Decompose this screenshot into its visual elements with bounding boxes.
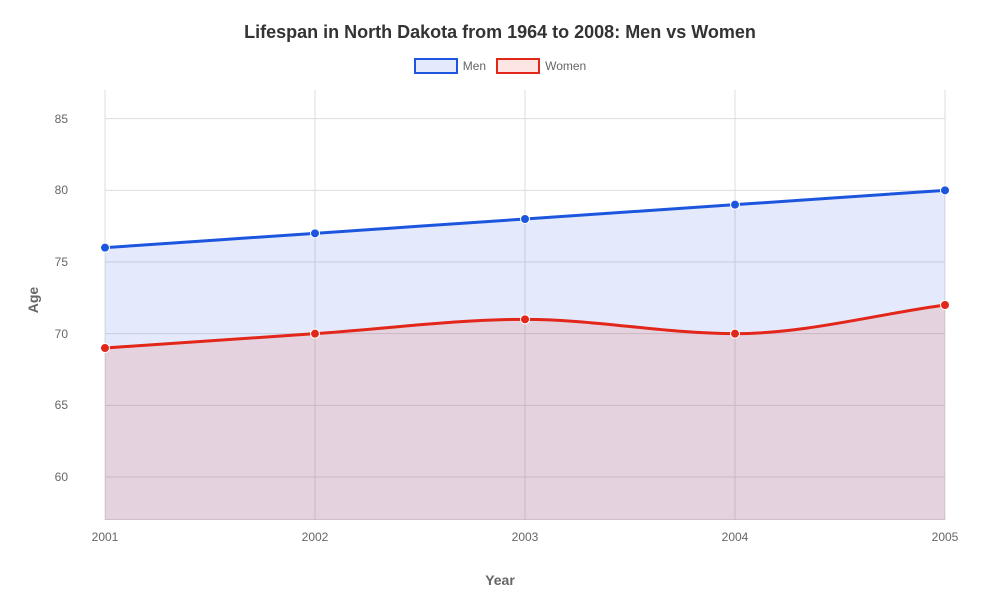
y-tick-85: 85 — [55, 112, 68, 126]
y-axis-label: Age — [25, 287, 41, 313]
chart-container: Lifespan in North Dakota from 1964 to 20… — [0, 0, 1000, 600]
x-axis-label: Year — [485, 572, 515, 588]
y-tick-65: 65 — [55, 398, 68, 412]
marker-women-0[interactable] — [101, 344, 110, 353]
legend-swatch-men — [414, 58, 458, 74]
legend-swatch-women — [496, 58, 540, 74]
legend-label-men: Men — [463, 59, 486, 73]
marker-women-3[interactable] — [731, 329, 740, 338]
marker-women-4[interactable] — [941, 301, 950, 310]
marker-men-4[interactable] — [941, 186, 950, 195]
x-tick-2002: 2002 — [302, 530, 329, 544]
y-tick-60: 60 — [55, 470, 68, 484]
legend-label-women: Women — [545, 59, 586, 73]
marker-women-1[interactable] — [311, 329, 320, 338]
marker-men-1[interactable] — [311, 229, 320, 238]
marker-men-0[interactable] — [101, 243, 110, 252]
x-tick-2001: 2001 — [92, 530, 119, 544]
y-tick-75: 75 — [55, 255, 68, 269]
legend-item-men[interactable]: Men — [414, 58, 486, 74]
marker-men-3[interactable] — [731, 200, 740, 209]
x-tick-2005: 2005 — [932, 530, 959, 544]
chart-plot — [75, 90, 975, 520]
legend: Men Women — [0, 58, 1000, 74]
chart-title: Lifespan in North Dakota from 1964 to 20… — [0, 22, 1000, 43]
x-tick-2003: 2003 — [512, 530, 539, 544]
marker-men-2[interactable] — [521, 215, 530, 224]
x-tick-2004: 2004 — [722, 530, 749, 544]
y-tick-70: 70 — [55, 327, 68, 341]
legend-item-women[interactable]: Women — [496, 58, 586, 74]
y-tick-80: 80 — [55, 183, 68, 197]
marker-women-2[interactable] — [521, 315, 530, 324]
